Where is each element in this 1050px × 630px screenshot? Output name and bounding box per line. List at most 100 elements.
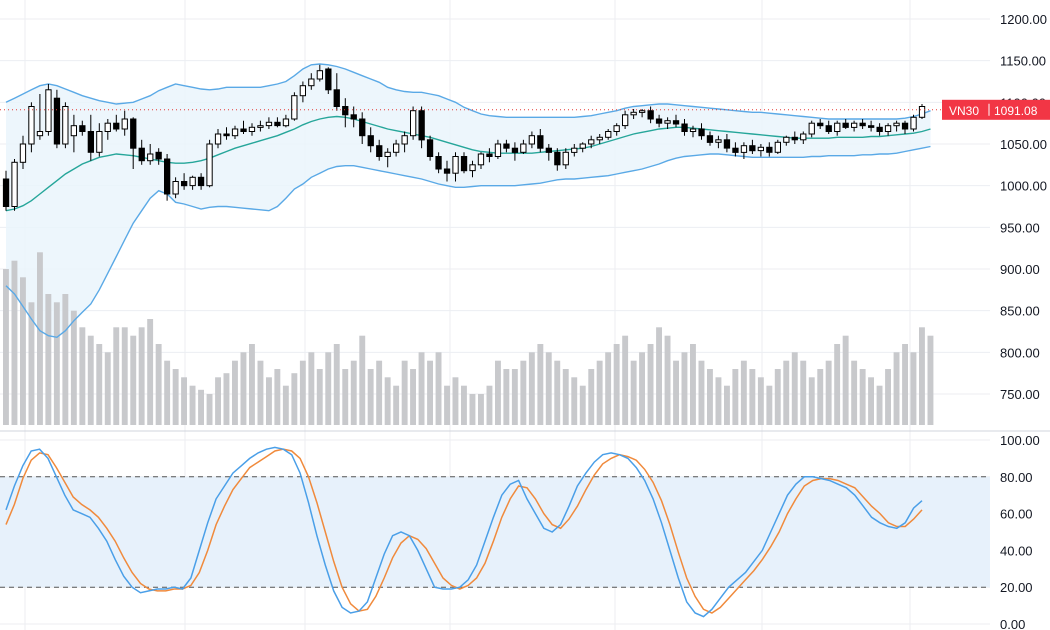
price-tick-label[interactable]: 900.00 <box>1000 262 1040 277</box>
price-tick-label[interactable]: 1200.00 <box>1000 12 1047 27</box>
volume-bar <box>206 394 213 425</box>
volume-bar <box>130 335 137 425</box>
candle-up <box>316 70 324 80</box>
candle-down <box>460 156 468 172</box>
candle-up <box>622 114 629 127</box>
volume-bar <box>257 360 264 425</box>
candle-up <box>299 85 307 97</box>
volume-bar <box>342 369 349 425</box>
candle-up <box>384 151 391 158</box>
volume-bar <box>45 294 52 425</box>
price-tick-label[interactable]: 950.00 <box>1000 220 1040 235</box>
volume-bar <box>384 377 391 425</box>
price-tick-label[interactable]: 800.00 <box>1000 345 1040 360</box>
candle-up <box>588 139 595 145</box>
volume-bar <box>452 377 459 425</box>
volume-bar <box>902 344 908 425</box>
candle-down <box>672 120 680 125</box>
stochastic-tick-label[interactable]: 60.00 <box>1000 507 1033 522</box>
candle-down <box>842 122 849 128</box>
candle-up <box>96 131 103 153</box>
volume-bar <box>28 302 35 425</box>
candle-down <box>223 133 230 137</box>
candle-up <box>605 131 612 138</box>
volume-bar <box>181 377 187 425</box>
volume-bar <box>537 344 544 425</box>
volume-bar <box>70 310 77 425</box>
candle-up <box>571 147 578 153</box>
price-tick-label[interactable]: 1000.00 <box>1000 179 1047 194</box>
candle-up <box>740 145 748 153</box>
price-axis[interactable]: 1200.001150.001100.001050.001000.00950.0… <box>1000 12 1047 630</box>
candle-down <box>766 146 773 153</box>
stochastic-tick-label[interactable]: 40.00 <box>1000 543 1033 558</box>
candle-down <box>333 89 340 108</box>
volume-bar <box>478 394 484 425</box>
candle-down <box>901 122 909 130</box>
volume-bar <box>664 335 671 425</box>
volume-bar <box>350 360 357 425</box>
volume-bar <box>579 385 586 425</box>
volume-bar <box>783 360 790 425</box>
volume-bar <box>410 369 416 425</box>
candles <box>2 64 926 211</box>
price-tick-label[interactable]: 1050.00 <box>1000 137 1047 152</box>
candle-up <box>282 118 290 127</box>
volume-bar <box>53 302 60 425</box>
stochastic-tick-label[interactable]: 20.00 <box>1000 580 1033 595</box>
candle-up <box>45 89 52 133</box>
candle-up <box>231 128 239 137</box>
bollinger-lines <box>5 63 931 339</box>
bollinger-basis-line <box>5 115 931 212</box>
volume-bar <box>444 385 450 425</box>
candle-up <box>639 110 646 113</box>
candle-up <box>689 128 697 132</box>
volume-bar <box>113 327 120 425</box>
candle-up <box>630 111 637 116</box>
volume-bar <box>11 260 18 425</box>
volume-bar <box>562 369 569 425</box>
candle-up <box>715 139 722 143</box>
volume-bar <box>291 373 298 425</box>
candle-down <box>647 110 654 120</box>
candle-down <box>350 114 357 120</box>
volume-bar <box>62 294 69 425</box>
volume-bar <box>698 360 705 425</box>
volume-bar <box>715 377 722 425</box>
volume-bar <box>367 369 374 425</box>
volume-bar <box>859 369 866 425</box>
volume-bar <box>20 277 26 425</box>
price-tick-label[interactable]: 850.00 <box>1000 304 1040 319</box>
volume-bars <box>3 252 934 425</box>
volume-bar <box>766 385 773 425</box>
candle-down <box>376 145 383 157</box>
candle-up <box>393 143 400 153</box>
candle-down <box>503 143 510 149</box>
candle-up <box>477 153 485 166</box>
candle-up <box>562 151 569 166</box>
price-tick-label[interactable]: 1150.00 <box>1000 54 1046 69</box>
candle-down <box>435 156 442 170</box>
volume-bar <box>732 369 739 425</box>
volume-bar <box>249 344 255 425</box>
volume-bar <box>851 360 858 425</box>
stochastic-tick-label[interactable]: 0.00 <box>1000 617 1025 630</box>
stochastic-k-line <box>5 446 923 618</box>
volume-bar <box>545 352 552 425</box>
volume-bar <box>333 344 340 425</box>
price-tick-label[interactable]: 750.00 <box>1000 387 1040 402</box>
candle-up <box>494 143 502 157</box>
candle-down <box>511 147 519 153</box>
stochastic-tick-label[interactable]: 100.00 <box>1000 433 1040 448</box>
candle-up <box>172 181 179 195</box>
volume-bar <box>87 335 94 425</box>
volume-bar <box>885 369 891 425</box>
candle-up <box>834 122 841 132</box>
volume-bar <box>927 335 934 425</box>
candle-down <box>443 168 451 174</box>
volume-bar <box>79 327 86 425</box>
candle-down <box>698 128 705 137</box>
stochastic-tick-label[interactable]: 80.00 <box>1000 470 1033 485</box>
candle-up <box>528 135 536 145</box>
